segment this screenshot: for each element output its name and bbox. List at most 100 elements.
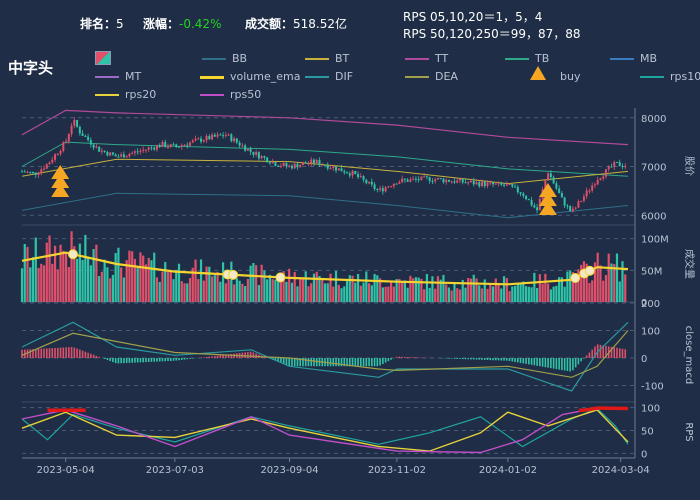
- macd-bar: [114, 358, 117, 364]
- volume-bar: [519, 282, 522, 302]
- macd-bar: [219, 355, 222, 358]
- candle-body: [78, 126, 81, 134]
- candle-body: [621, 166, 624, 168]
- candle-body: [224, 135, 227, 137]
- volume-bar: [530, 287, 533, 302]
- candle-body: [591, 185, 594, 191]
- volume-bar: [610, 263, 613, 302]
- macd-bar: [285, 358, 288, 366]
- candle-body: [172, 144, 175, 146]
- legend-label-TT: TT: [435, 52, 449, 65]
- candle-body: [293, 163, 296, 169]
- x-tick-label: 2023-09-04: [260, 465, 318, 476]
- macd-bar: [225, 354, 227, 358]
- macd-bar: [528, 358, 530, 365]
- macd-bar: [566, 358, 569, 372]
- legend-swatch-BT: [305, 58, 329, 60]
- candle-body: [95, 146, 98, 148]
- macd-bar: [117, 358, 120, 364]
- candle-body: [379, 188, 382, 190]
- buy-signal-icon: [51, 165, 70, 179]
- macd-bar: [511, 358, 514, 362]
- volume-bar: [343, 286, 346, 302]
- volume-bar: [53, 245, 57, 302]
- volume-bar: [373, 273, 376, 302]
- candle-body: [37, 173, 40, 175]
- candle-body: [580, 200, 583, 202]
- macd-bar: [514, 358, 516, 362]
- macd-bar: [158, 358, 161, 362]
- volume-bar: [186, 283, 189, 302]
- x-tick-label: 2023-07-03: [146, 465, 204, 476]
- macd-bar: [577, 358, 580, 365]
- volume-bar: [312, 273, 316, 302]
- volume-bar: [194, 259, 197, 302]
- volume-bar: [602, 280, 605, 302]
- candle-body: [56, 153, 59, 155]
- volume-bar: [133, 258, 137, 302]
- macd-bar: [98, 356, 100, 358]
- volume-bar: [434, 288, 437, 302]
- volume-bar: [560, 277, 563, 302]
- macd-bar: [92, 354, 95, 358]
- candle-body: [81, 133, 84, 136]
- macd-bar: [343, 358, 346, 367]
- volume-bar: [31, 257, 35, 302]
- macd-bar: [461, 358, 464, 360]
- candle-body: [613, 162, 616, 167]
- volume-bar: [213, 275, 216, 302]
- volume-bar: [274, 279, 277, 302]
- macd-bar: [84, 351, 87, 358]
- volume-bar: [475, 278, 478, 302]
- band-mid-line: [21, 141, 629, 177]
- macd-bar: [134, 358, 136, 363]
- volume-bar: [95, 244, 98, 302]
- price-axis-label: 股价: [683, 156, 695, 176]
- candle-body: [425, 176, 428, 178]
- volume-marker: [275, 272, 286, 283]
- volume-bar: [59, 244, 62, 302]
- volume-bar: [464, 287, 467, 302]
- volume-bar: [299, 278, 302, 302]
- macd-bar: [335, 358, 337, 367]
- candle-body: [357, 174, 360, 178]
- legend-label-BB: BB: [232, 52, 248, 65]
- candle-body: [73, 120, 76, 126]
- macd-bar: [371, 358, 373, 367]
- volume-bar: [172, 279, 175, 302]
- x-tick-label: 2024-01-02: [479, 465, 537, 476]
- candle-body: [461, 178, 464, 183]
- macd-bar: [580, 358, 582, 362]
- volume-bar: [224, 283, 227, 302]
- volume-bar: [500, 288, 503, 302]
- volume-bar: [271, 279, 274, 302]
- volume-bar: [524, 286, 528, 302]
- volume-bar: [607, 253, 610, 302]
- macd-bar: [76, 348, 78, 358]
- candle-body: [54, 154, 57, 160]
- candle-body: [147, 147, 150, 150]
- candle-body: [503, 184, 506, 186]
- volume-bar: [153, 252, 156, 302]
- candle-body: [321, 164, 324, 166]
- macd-bar: [280, 358, 282, 363]
- macd-bar: [506, 358, 508, 361]
- volume-bar: [618, 281, 621, 302]
- macd-bar: [401, 356, 403, 358]
- macd-bar: [161, 358, 164, 362]
- volume-bar: [307, 286, 310, 302]
- candle-body: [428, 177, 431, 182]
- candle-body: [602, 176, 605, 179]
- volume-bar: [199, 259, 203, 302]
- macd-bar: [45, 348, 48, 358]
- candle-body: [552, 177, 555, 184]
- volume-bar: [183, 283, 186, 302]
- volume-bar: [577, 269, 580, 302]
- candle-body: [59, 150, 62, 154]
- candle-body: [43, 168, 46, 170]
- macd-bar: [227, 354, 230, 358]
- candle-body: [346, 172, 349, 174]
- volume-bar: [180, 281, 183, 302]
- candle-body: [431, 181, 434, 183]
- volume-bar: [136, 267, 139, 302]
